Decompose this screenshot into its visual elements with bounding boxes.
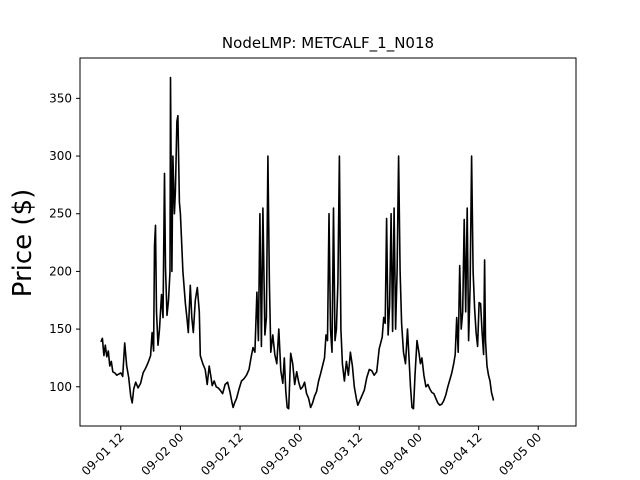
chart-title: NodeLMP: METCALF_1_N018 (222, 34, 434, 53)
plot-frame (79, 57, 577, 427)
y-tick-label: 300 (49, 149, 72, 163)
y-axis-label: Price ($) (8, 189, 38, 298)
y-tick-label: 250 (49, 207, 72, 221)
y-tick-label: 150 (49, 322, 72, 336)
y-tick-label: 100 (49, 380, 72, 394)
y-tick-label: 350 (49, 91, 72, 105)
y-tick-label: 200 (49, 264, 72, 278)
data-layer (100, 76, 495, 410)
series-line (100, 76, 495, 410)
